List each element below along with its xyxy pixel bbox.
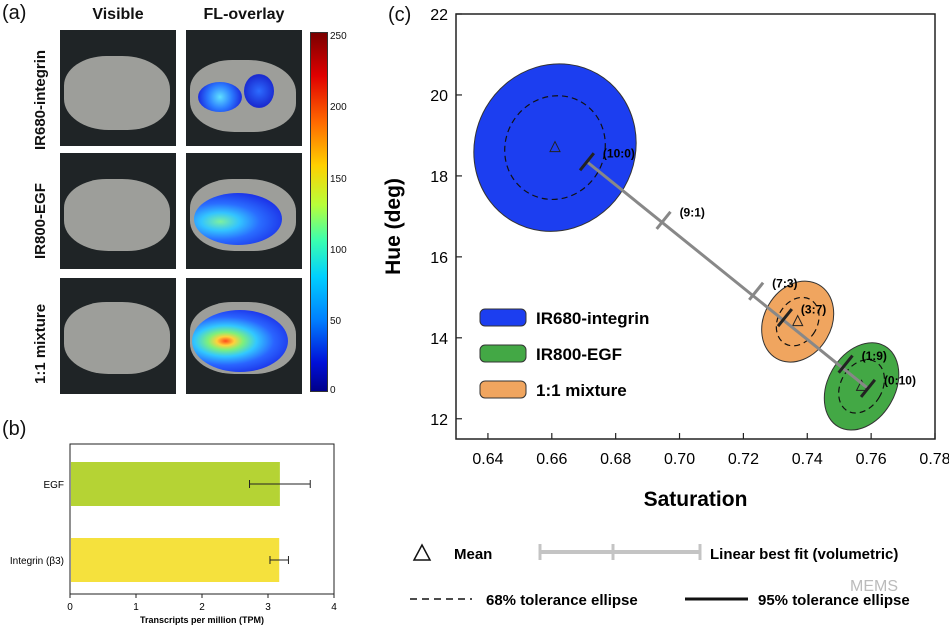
fl-overlay-image-mixture bbox=[186, 278, 302, 394]
fit-label-0-10: (0:10) bbox=[884, 373, 916, 387]
fit-tick-0-10 bbox=[859, 378, 877, 398]
scatter-y-tick-label-16: 16 bbox=[430, 250, 448, 267]
row-label-mixture: 1:1 mixture bbox=[32, 303, 49, 384]
mean-triangle-icon bbox=[412, 543, 432, 561]
fit-tick-1-9 bbox=[837, 354, 854, 374]
visible-image-mixture bbox=[60, 278, 176, 394]
colorbar bbox=[310, 32, 328, 392]
legend-label-mixture: 1:1 mixture bbox=[536, 381, 627, 400]
ellipse68-ir800-egf bbox=[838, 359, 886, 414]
scatter-y-tick-label-18: 18 bbox=[430, 169, 448, 186]
panel-b-label: (b) bbox=[2, 418, 27, 440]
legend-swatch-ir680 bbox=[479, 308, 527, 327]
ellipse95-ir800-egf bbox=[823, 342, 900, 431]
legend-swatch-mixture bbox=[479, 380, 527, 399]
legend-swatch-ir800 bbox=[479, 344, 527, 363]
colorbar-tick-0: 0 bbox=[330, 385, 336, 396]
bar-x-tick-label-1: 1 bbox=[133, 602, 139, 613]
fit-label-3-7: (3:7) bbox=[801, 303, 826, 317]
fit-label-10-0: (10:0) bbox=[603, 147, 635, 161]
fit-tick-9-1 bbox=[655, 210, 672, 230]
ellipse95-1-1-mixture bbox=[761, 280, 835, 363]
bar-integrin-3 bbox=[71, 538, 280, 582]
scatter-x-tick-label-0.76: 0.76 bbox=[856, 451, 887, 468]
watermark-text: MEMS bbox=[850, 578, 898, 595]
footer-linear-fit-label: Linear best fit (volumetric) bbox=[710, 546, 898, 563]
scatter-x-axis-label: Saturation bbox=[644, 488, 748, 511]
fit-label-1-9: (1:9) bbox=[862, 349, 887, 363]
colorbar-tick-200: 200 bbox=[330, 102, 347, 113]
panel-c-label: (c) bbox=[388, 4, 412, 26]
scatter-chart: 0.64 0.66 0.68 0.70 0.72 0.74 0.76 0.78 12 14 16 18… bbox=[382, 7, 949, 609]
fit-tick-7-3 bbox=[748, 281, 765, 301]
scatter-y-tick-label-20: 20 bbox=[430, 88, 448, 105]
fit-tick-3-7 bbox=[776, 308, 793, 328]
scatter-x-tick-label-0.72: 0.72 bbox=[728, 451, 759, 468]
scatter-x-tick-label-0.70: 0.70 bbox=[664, 451, 695, 468]
mean-marker-ir680-integrin bbox=[549, 140, 561, 153]
legend-label-ir680: IR680-integrin bbox=[536, 309, 649, 328]
bar-category-label-egf: EGF bbox=[43, 480, 64, 491]
colorbar-tick-250: 250 bbox=[330, 31, 347, 42]
mean-marker-1-1-mixture bbox=[791, 314, 804, 327]
ellipse95-ir680-integrin bbox=[473, 63, 637, 232]
fl-overlay-image-ir680 bbox=[186, 30, 302, 146]
fit-label-9-1: (9:1) bbox=[680, 205, 705, 219]
bar-x-axis-label: Transcripts per million (TPM) bbox=[140, 615, 264, 625]
footer-ellipse95-label: 95% tolerance ellipse bbox=[758, 592, 910, 609]
bar-x-tick-label-4: 4 bbox=[331, 602, 337, 613]
panel-a-label: (a) bbox=[2, 2, 27, 24]
fit-line bbox=[585, 160, 869, 390]
scatter-y-axis-label: Hue (deg) bbox=[382, 178, 405, 275]
scatter-x-tick-label-0.74: 0.74 bbox=[792, 451, 823, 468]
fit-label-7-3: (7:3) bbox=[772, 276, 797, 290]
row-label-ir680: IR680-integrin bbox=[32, 49, 49, 150]
scatter-x-tick-label-0.64: 0.64 bbox=[472, 451, 503, 468]
footer-mean-label: Mean bbox=[454, 546, 492, 563]
scatter-x-tick-label-0.78: 0.78 bbox=[919, 451, 949, 468]
bar-chart: EGF Integrin (β3) 0 1 2 3 4 Transcripts per mil… bbox=[10, 443, 337, 625]
scatter-y-tick-label-12: 12 bbox=[430, 412, 448, 429]
colorbar-tick-100: 100 bbox=[330, 245, 347, 256]
col-header-visible: Visible bbox=[92, 6, 144, 23]
scatter-y-tick-label-22: 22 bbox=[430, 7, 448, 24]
bar-egf bbox=[71, 462, 280, 506]
scatter-x-tick-label-0.66: 0.66 bbox=[536, 451, 567, 468]
legend-label-ir800: IR800-EGF bbox=[536, 345, 622, 364]
fl-overlay-image-ir800 bbox=[186, 153, 302, 269]
fit-tick-10-0 bbox=[578, 152, 596, 172]
colorbar-tick-150: 150 bbox=[330, 174, 347, 185]
bar-x-tick-label-3: 3 bbox=[265, 602, 271, 613]
bar-x-tick-label-2: 2 bbox=[199, 602, 205, 613]
visible-image-ir680 bbox=[60, 30, 176, 146]
ellipse68-1-1-mixture bbox=[775, 296, 820, 347]
scatter-y-tick-label-14: 14 bbox=[430, 331, 448, 348]
visible-image-ir800 bbox=[60, 153, 176, 269]
footer-ellipse68-label: 68% tolerance ellipse bbox=[486, 592, 638, 609]
bar-category-label-integrin-3: Integrin (β3) bbox=[10, 556, 64, 567]
bar-x-tick-label-0: 0 bbox=[67, 602, 73, 613]
scatter-x-tick-label-0.68: 0.68 bbox=[600, 451, 631, 468]
scatter-plot-frame bbox=[455, 13, 936, 440]
colorbar-tick-50: 50 bbox=[330, 316, 342, 327]
row-label-ir800: IR800-EGF bbox=[32, 183, 49, 259]
col-header-fl-overlay: FL-overlay bbox=[203, 6, 285, 23]
